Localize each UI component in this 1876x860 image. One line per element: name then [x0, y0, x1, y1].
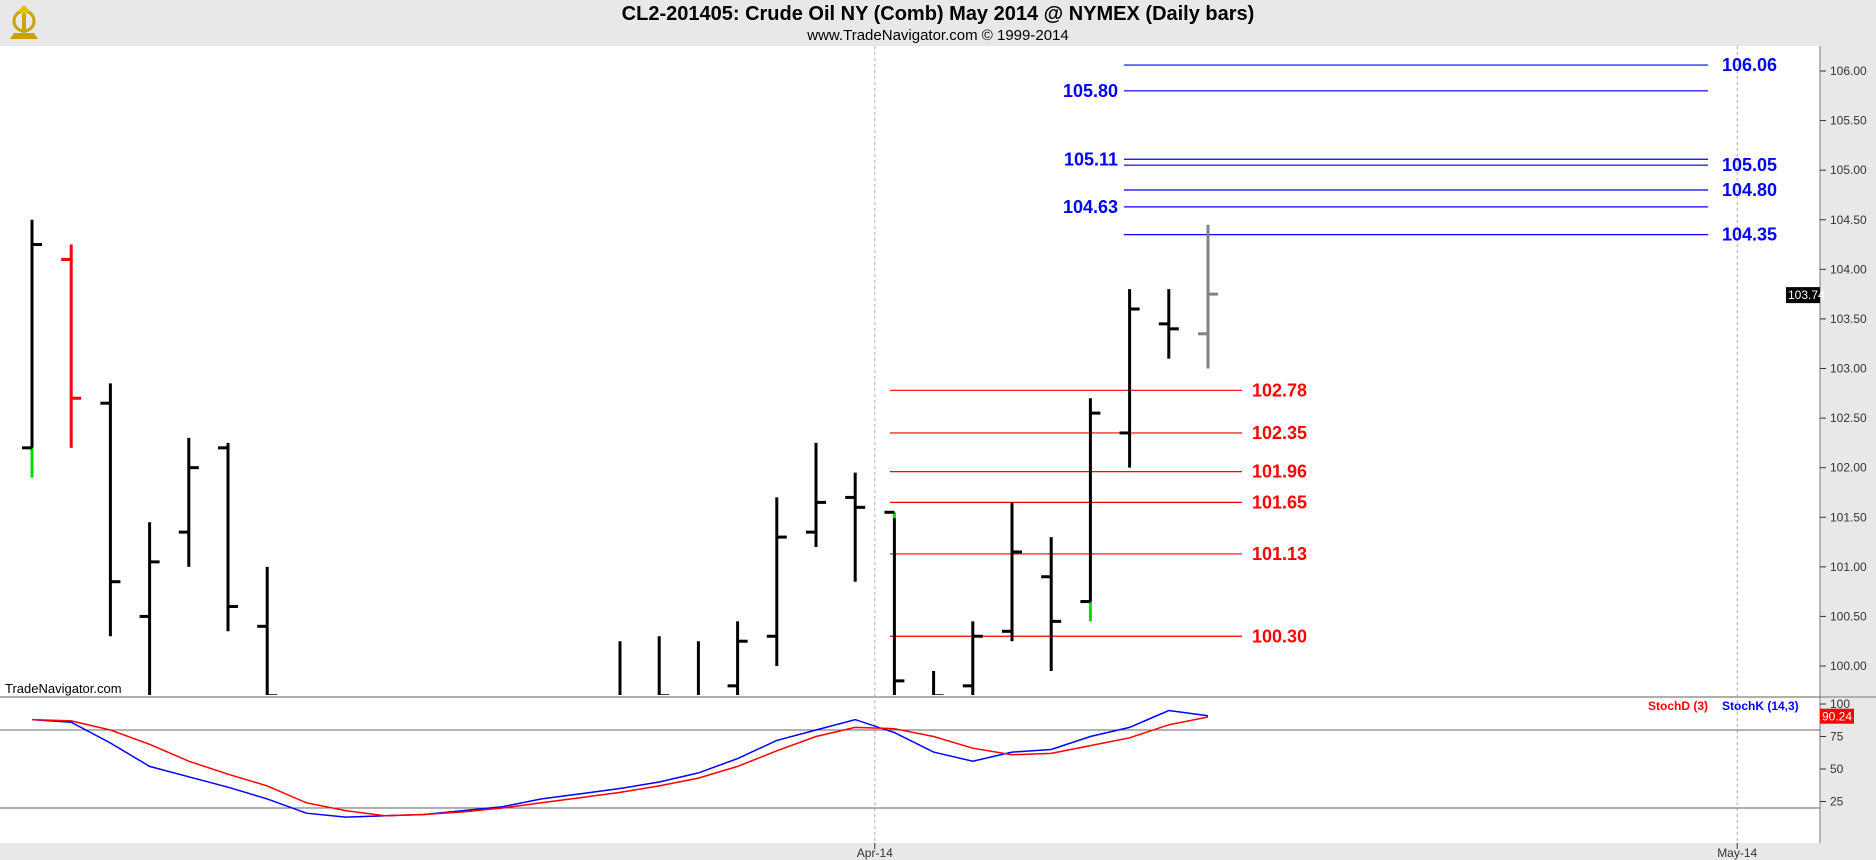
chart-header: CL2-201405: Crude Oil NY (Comb) May 2014…: [0, 0, 1876, 46]
support-label: 102.35: [1252, 423, 1307, 443]
ohlc-bar: [806, 442, 826, 547]
ohlc-bar: [727, 621, 748, 695]
stochastic-line: [31, 716, 1209, 817]
last-price-label: 103.74: [1788, 288, 1825, 302]
resistance-label: 104.80: [1722, 180, 1777, 200]
support-label: 101.96: [1252, 462, 1307, 482]
stoch-tick-label: 25: [1830, 795, 1844, 809]
ohlc-bar: [1041, 537, 1062, 671]
stochd-legend: StochD (3): [1648, 699, 1708, 713]
stochk-legend: StochK (14,3): [1722, 699, 1799, 713]
ohlc-bar: [139, 522, 160, 695]
price-panel: [0, 46, 1820, 696]
last-stoch-box: [1820, 708, 1854, 724]
price-tick-label: 101.00: [1830, 560, 1867, 574]
trade-navigator-logo-icon: [10, 5, 38, 39]
stochastic-series: [31, 709, 1209, 818]
ohlc-bar: [884, 510, 905, 695]
price-tick-label: 102.50: [1830, 411, 1867, 425]
vertical-gridlines: [874, 46, 1738, 843]
stochastic-panel: [0, 698, 1820, 843]
ohlc-bar: [257, 566, 278, 695]
price-levels: 106.06 105.80 105.11 105.05 104.80 104.63 104.…: [890, 55, 1777, 646]
price-tick-label: 101.50: [1830, 510, 1867, 524]
price-tick-label: 104.50: [1830, 213, 1867, 227]
price-tick-label: 105.50: [1830, 114, 1867, 128]
support-label: 100.30: [1252, 626, 1307, 646]
chart-subtitle: www.TradeNavigator.com © 1999-2014: [807, 27, 1069, 44]
ohlc-bar: [766, 497, 787, 666]
ohlc-bar: [61, 244, 82, 448]
stoch-tick-label: 100: [1830, 697, 1850, 711]
price-axis: [1820, 46, 1876, 696]
support-label: 101.65: [1252, 492, 1307, 512]
x-axis-label: May-14: [1717, 846, 1757, 860]
stoch-tick-label: 75: [1830, 730, 1844, 744]
resistance-label: 105.80: [1063, 81, 1118, 101]
ohlc-bar: [1119, 289, 1140, 468]
ohlc-bar: [1198, 224, 1218, 369]
price-tick-label: 106.00: [1830, 64, 1867, 78]
ohlc-bar: [1002, 502, 1022, 642]
ohlc-bar: [845, 472, 866, 582]
ohlc-bar: [657, 636, 670, 695]
ohlc-bar: [178, 437, 199, 567]
chart-title: CL2-201405: Crude Oil NY (Comb) May 2014…: [621, 3, 1255, 25]
ohlc-bar: [100, 383, 121, 637]
price-tick-label: 100.50: [1830, 609, 1867, 623]
price-tick-label: 104.00: [1830, 262, 1867, 276]
ohlc-bar: [962, 621, 983, 695]
resistance-label: 104.35: [1722, 225, 1777, 245]
axis-tick-labels: 100.00 100.50 101.00 101.50 102.00 102.50 103.…: [1820, 64, 1867, 809]
resistance-label: 105.11: [1064, 149, 1118, 169]
ohlc-bar: [618, 641, 622, 695]
ohlc-bar: [22, 219, 42, 478]
ohlc-bar: [218, 442, 238, 632]
price-tick-label: 103.00: [1830, 362, 1867, 376]
x-axis-labels: Apr-14 May-14: [857, 843, 1758, 860]
stoch-tick-label: 50: [1830, 762, 1844, 776]
stochastic-line: [31, 709, 1209, 818]
ohlc-bar: [696, 641, 700, 695]
support-label: 101.13: [1252, 544, 1307, 564]
x-axis-label: Apr-14: [857, 846, 893, 860]
resistance-label: 104.63: [1063, 197, 1118, 217]
resistance-label: 106.06: [1722, 55, 1777, 75]
price-tick-label: 102.00: [1830, 461, 1867, 475]
resistance-label: 105.05: [1722, 155, 1777, 175]
ohlc-bar: [1080, 398, 1101, 622]
watermark-text: TradeNavigator.com: [5, 681, 122, 696]
price-tick-label: 105.00: [1830, 163, 1867, 177]
last-stoch-label: 90.24: [1822, 710, 1852, 724]
ohlc-bar: [1158, 289, 1179, 359]
price-tick-label: 100.00: [1830, 659, 1867, 673]
price-tick-label: 103.50: [1830, 312, 1867, 326]
last-price-box: [1786, 287, 1820, 304]
support-label: 102.78: [1252, 380, 1307, 400]
ohlc-bars: [22, 219, 1218, 695]
stochastic-reference-lines: [0, 729, 1820, 809]
ohlc-bar: [932, 670, 944, 695]
